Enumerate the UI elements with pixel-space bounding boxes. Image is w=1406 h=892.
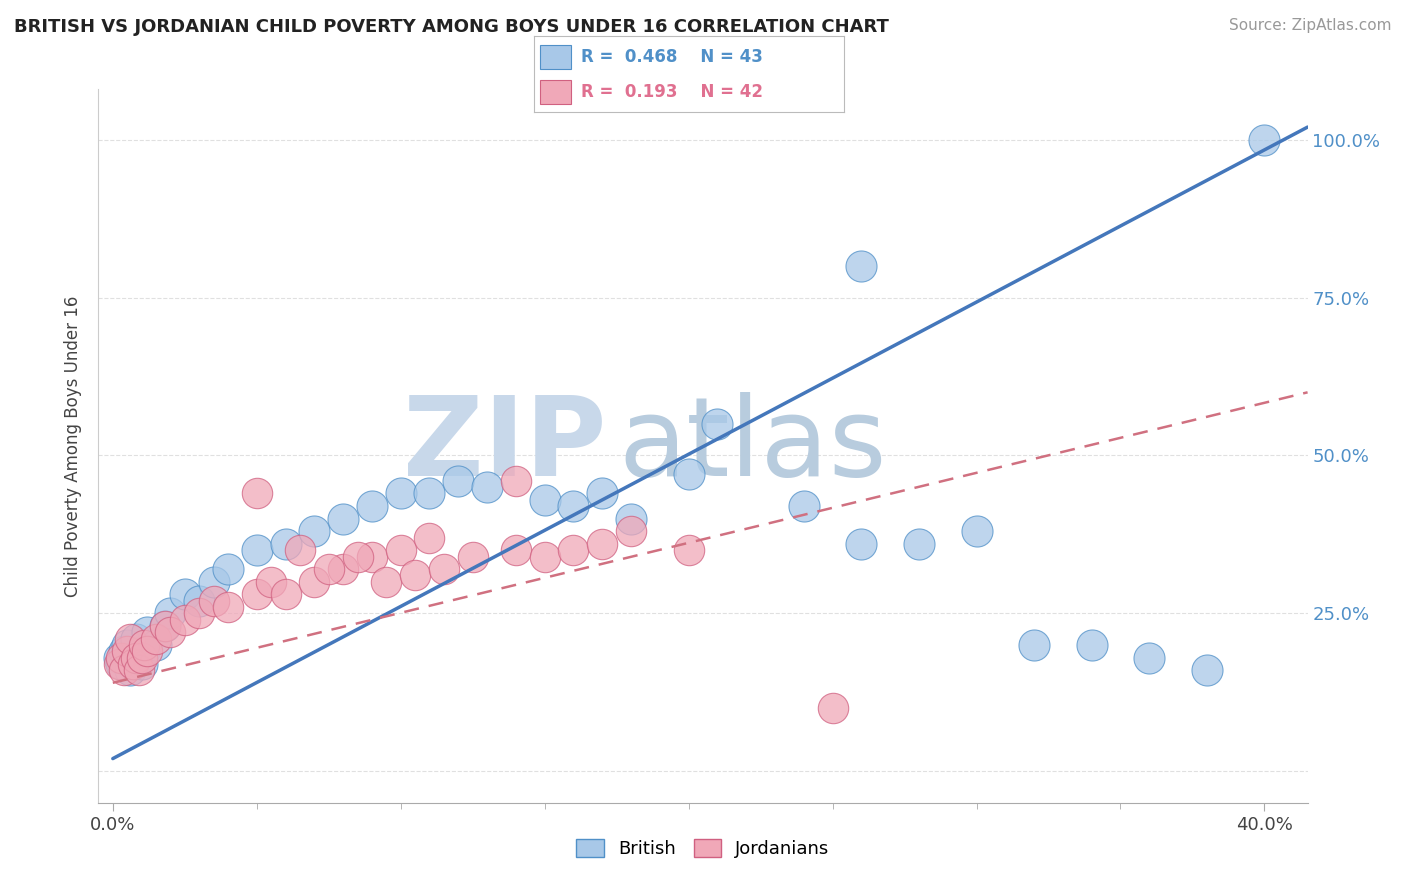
Point xyxy=(821,701,844,715)
Point xyxy=(128,650,150,665)
Point xyxy=(173,587,195,601)
Point xyxy=(202,593,225,607)
Point xyxy=(173,613,195,627)
Point xyxy=(793,499,815,513)
Text: BRITISH VS JORDANIAN CHILD POVERTY AMONG BOYS UNDER 16 CORRELATION CHART: BRITISH VS JORDANIAN CHILD POVERTY AMONG… xyxy=(14,18,889,36)
Point xyxy=(375,574,398,589)
FancyBboxPatch shape xyxy=(540,79,571,104)
Point xyxy=(620,524,643,539)
Point xyxy=(260,574,283,589)
Point xyxy=(1253,133,1275,147)
Point xyxy=(346,549,368,564)
Point xyxy=(125,632,148,646)
Point xyxy=(217,562,239,576)
Point xyxy=(851,259,873,273)
Legend: British, Jordanians: British, Jordanians xyxy=(569,831,837,865)
Point xyxy=(851,537,873,551)
Point xyxy=(418,486,440,500)
Point xyxy=(188,593,211,607)
Text: atlas: atlas xyxy=(619,392,887,500)
Point xyxy=(908,537,931,551)
Point xyxy=(620,511,643,525)
Point xyxy=(404,568,426,582)
Point xyxy=(115,638,138,652)
Point xyxy=(533,492,555,507)
Point xyxy=(1195,663,1218,677)
Point xyxy=(128,663,150,677)
Point xyxy=(418,531,440,545)
Point xyxy=(318,562,340,576)
Point xyxy=(332,562,354,576)
Point xyxy=(131,657,153,671)
Point xyxy=(131,650,153,665)
Point xyxy=(505,474,527,488)
Text: R =  0.468    N = 43: R = 0.468 N = 43 xyxy=(581,48,762,66)
Point xyxy=(136,644,159,658)
Point xyxy=(112,663,135,677)
Point xyxy=(433,562,456,576)
Point xyxy=(591,486,613,500)
Point xyxy=(115,644,138,658)
Text: R =  0.193    N = 42: R = 0.193 N = 42 xyxy=(581,83,762,101)
FancyBboxPatch shape xyxy=(540,45,571,69)
Point xyxy=(110,657,132,671)
Point xyxy=(678,467,700,482)
Point xyxy=(246,543,269,558)
Point xyxy=(361,549,384,564)
Y-axis label: Child Poverty Among Boys Under 16: Child Poverty Among Boys Under 16 xyxy=(65,295,83,597)
Point xyxy=(505,543,527,558)
Point xyxy=(120,632,142,646)
Point xyxy=(706,417,728,431)
Point xyxy=(591,537,613,551)
Point xyxy=(246,587,269,601)
Point xyxy=(159,607,181,621)
Point xyxy=(125,650,148,665)
Point xyxy=(274,587,297,601)
Point xyxy=(136,625,159,640)
Point xyxy=(461,549,484,564)
Point xyxy=(361,499,384,513)
Point xyxy=(107,657,129,671)
Point xyxy=(107,650,129,665)
Point xyxy=(145,638,167,652)
Point xyxy=(246,486,269,500)
Point xyxy=(389,486,412,500)
Point xyxy=(678,543,700,558)
Point xyxy=(562,543,585,558)
Point xyxy=(533,549,555,564)
Point xyxy=(1137,650,1160,665)
Point xyxy=(188,607,211,621)
Point xyxy=(122,657,145,671)
Point xyxy=(217,600,239,615)
Point xyxy=(145,632,167,646)
Point xyxy=(332,511,354,525)
Text: Source: ZipAtlas.com: Source: ZipAtlas.com xyxy=(1229,18,1392,33)
Point xyxy=(153,619,176,633)
Point xyxy=(202,574,225,589)
Point xyxy=(475,480,498,494)
Point xyxy=(134,644,156,658)
Point xyxy=(274,537,297,551)
Point xyxy=(1022,638,1045,652)
Point xyxy=(1080,638,1102,652)
Point xyxy=(288,543,311,558)
Point xyxy=(304,574,326,589)
Point xyxy=(120,663,142,677)
Point xyxy=(389,543,412,558)
Point xyxy=(304,524,326,539)
Point xyxy=(134,638,156,652)
Text: ZIP: ZIP xyxy=(404,392,606,500)
Point xyxy=(562,499,585,513)
Point xyxy=(966,524,988,539)
Point xyxy=(447,474,470,488)
Point xyxy=(153,619,176,633)
Point xyxy=(112,644,135,658)
Point xyxy=(159,625,181,640)
Point xyxy=(122,657,145,671)
Point xyxy=(110,650,132,665)
